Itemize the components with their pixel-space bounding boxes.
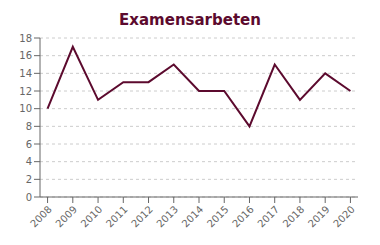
svg-text:2013: 2013: [154, 204, 180, 230]
svg-text:2019: 2019: [306, 204, 332, 230]
svg-text:2012: 2012: [129, 204, 155, 230]
svg-text:4: 4: [26, 156, 32, 167]
svg-text:8: 8: [26, 121, 32, 132]
html-text:Examensarbeten: Examensarbeten: [119, 11, 261, 29]
svg-text:2010: 2010: [79, 204, 105, 230]
svg-text:2018: 2018: [281, 204, 307, 230]
svg-text:2020: 2020: [331, 204, 357, 230]
svg-text:2009: 2009: [53, 204, 79, 230]
svg-text:2011: 2011: [104, 204, 130, 230]
svg-text:16: 16: [19, 50, 32, 61]
svg-text:2: 2: [26, 174, 32, 185]
svg-text:2014: 2014: [180, 204, 206, 230]
svg-text:14: 14: [19, 68, 32, 79]
svg-text:2017: 2017: [255, 204, 281, 230]
svg-text:12: 12: [19, 86, 32, 97]
svg-text:0: 0: [26, 192, 32, 203]
svg-text:18: 18: [19, 33, 32, 44]
svg-text:10: 10: [19, 103, 32, 114]
svg-text:2016: 2016: [230, 204, 256, 230]
svg-text:6: 6: [26, 139, 32, 150]
svg-text:2015: 2015: [205, 204, 231, 230]
svg-text:2008: 2008: [28, 204, 54, 230]
